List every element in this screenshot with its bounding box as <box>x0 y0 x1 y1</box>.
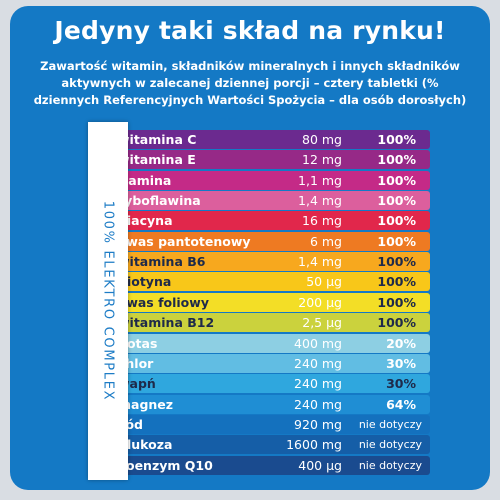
nutrient-percent: 100% <box>377 213 416 229</box>
nutrient-amount: 16 mg <box>302 213 342 229</box>
nutrient-percent: 100% <box>377 152 416 168</box>
nutrient-percent: 100% <box>377 132 416 147</box>
nutrient-percent: 30% <box>386 355 416 371</box>
nutrient-amount: 920 mg <box>294 416 342 432</box>
nutrient-name: biotyna <box>118 274 172 290</box>
nutrient-amount: 1,4 mg <box>298 193 342 209</box>
nutrient-percent: 100% <box>377 233 416 249</box>
nutrient-amount: 12 mg <box>302 152 342 168</box>
nutrient-amount: 1,1 mg <box>298 172 342 188</box>
nutrient-name: koenzym Q10 <box>118 457 213 473</box>
nutrient-percent: nie dotyczy <box>358 458 422 472</box>
brand-vertical-bar: 100% ELEKTRO COMPLEX <box>88 122 128 480</box>
nutrient-percent: 30% <box>386 376 416 392</box>
nutrient-name: kwas pantotenowy <box>118 233 251 249</box>
headline: Jedyny taki skład na rynku! <box>54 16 446 45</box>
nutrient-percent: 20% <box>386 335 416 351</box>
nutrient-percent: nie dotyczy <box>358 438 422 452</box>
nutrient-amount: 240 mg <box>294 376 342 392</box>
nutrient-row: witamina C 80 mg 100% <box>110 130 430 149</box>
nutrient-percent: 64% <box>386 396 416 412</box>
nutrient-name: witamina C <box>118 132 197 147</box>
nutrient-amount: 80 mg <box>302 132 342 147</box>
nutrient-row: kwas foliowy 200 µg 100% <box>110 292 430 312</box>
nutrient-percent: 100% <box>377 254 416 270</box>
nutrient-amount: 1600 mg <box>286 437 342 453</box>
nutrient-row: sód 920 mg nie dotyczy <box>110 414 430 434</box>
nutrient-row: magnez 240 mg 64% <box>110 394 430 414</box>
nutrient-name: kwas foliowy <box>118 294 209 310</box>
info-card: Jedyny taki skład na rynku! Zawartość wi… <box>10 6 490 490</box>
nutrient-row: witamina E 12 mg 100% <box>110 150 430 170</box>
nutrient-row: ryboflawina 1,4 mg 100% <box>110 191 430 211</box>
nutrient-row: witamina B6 1,4 mg 100% <box>110 252 430 272</box>
nutrient-name: witamina B6 <box>118 254 206 270</box>
brand-vertical-text: 100% ELEKTRO COMPLEX <box>100 200 116 402</box>
nutrient-name: witamina E <box>118 152 196 168</box>
nutrient-amount: 50 µg <box>306 274 342 290</box>
nutrient-name: glukoza <box>118 437 173 453</box>
nutrient-name: magnez <box>118 396 174 412</box>
nutrient-row: glukoza 1600 mg nie dotyczy <box>110 435 430 455</box>
nutrient-row: witamina B12 2,5 µg 100% <box>110 313 430 333</box>
nutrient-percent: nie dotyczy <box>358 417 422 431</box>
nutrient-row: chlor 240 mg 30% <box>110 353 430 373</box>
nutrient-amount: 200 µg <box>298 294 342 310</box>
nutrient-amount: 1,4 mg <box>298 254 342 270</box>
nutrient-row: potas 400 mg 20% <box>110 333 430 353</box>
nutrient-amount: 6 mg <box>309 233 342 249</box>
nutrient-name: tiamina <box>118 172 172 188</box>
nutrient-percent: 100% <box>377 315 416 331</box>
nutrient-percent: 100% <box>377 294 416 310</box>
nutrient-amount: 240 mg <box>294 396 342 412</box>
nutrient-amount: 400 µg <box>298 457 342 473</box>
subtitle: Zawartość witamin, składników mineralnyc… <box>33 59 467 107</box>
nutrient-row: biotyna 50 µg 100% <box>110 272 430 292</box>
nutrient-percent: 100% <box>377 274 416 290</box>
nutrient-name: ryboflawina <box>118 193 201 209</box>
nutrient-row: niacyna 16 mg 100% <box>110 211 430 231</box>
nutrient-name: niacyna <box>118 213 173 229</box>
nutrient-percent: 100% <box>377 193 416 209</box>
nutrient-percent: 100% <box>377 172 416 188</box>
nutrient-row: kwas pantotenowy 6 mg 100% <box>110 231 430 251</box>
nutrient-amount: 240 mg <box>294 355 342 371</box>
nutrient-row: wapń 240 mg 30% <box>110 374 430 394</box>
nutrient-amount: 2,5 µg <box>302 315 342 331</box>
nutrient-row: tiamina 1,1 mg 100% <box>110 170 430 190</box>
nutrient-row: koenzym Q10 400 µg nie dotyczy <box>110 455 430 475</box>
nutrient-name: witamina B12 <box>118 315 215 331</box>
nutrient-amount: 400 mg <box>294 335 342 351</box>
